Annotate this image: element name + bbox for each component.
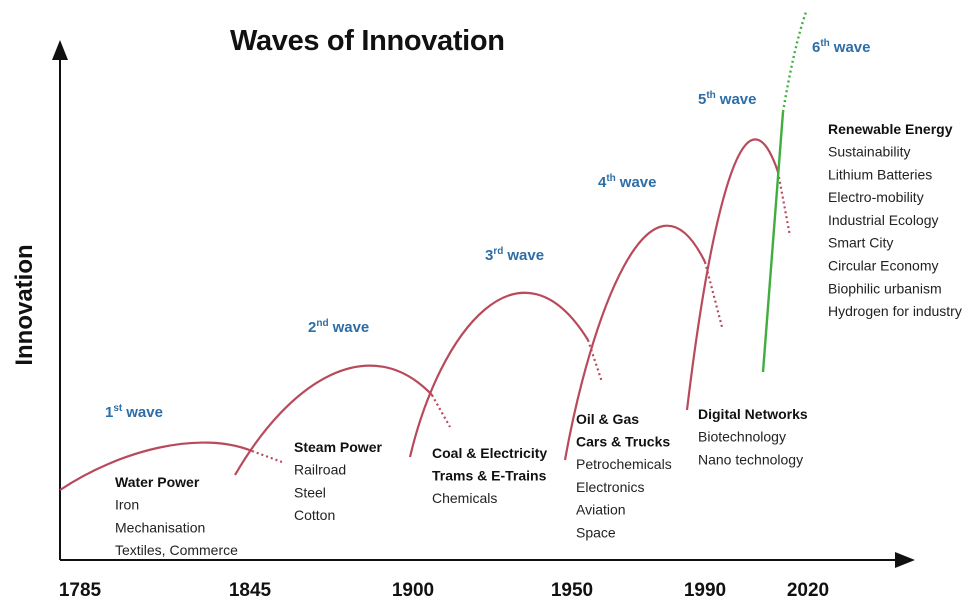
wave-label: 5th wave bbox=[698, 90, 757, 108]
y-axis-label: Innovation bbox=[11, 244, 38, 365]
wave-curve bbox=[563, 224, 706, 461]
wave-number: 2 bbox=[308, 319, 316, 336]
wave-decline bbox=[776, 171, 792, 237]
wave-item: Chemicals bbox=[432, 490, 497, 506]
wave-item: Cotton bbox=[294, 507, 335, 523]
wave-heading: Cars & Trucks bbox=[576, 434, 670, 450]
wave-curve bbox=[685, 138, 780, 411]
wave-ordinal: th bbox=[706, 90, 715, 101]
wave-rise bbox=[781, 11, 808, 113]
wave-heading: Renewable Energy bbox=[828, 121, 953, 137]
wave-item: Biotechnology bbox=[698, 429, 786, 445]
wave-heading: Oil & Gas bbox=[576, 411, 639, 427]
wave-item: Industrial Ecology bbox=[828, 212, 939, 228]
wave-number: 5 bbox=[698, 91, 706, 108]
wave-word: wave bbox=[125, 404, 163, 421]
wave-ordinal: st bbox=[113, 403, 123, 414]
y-arrow bbox=[52, 40, 68, 60]
title: Waves of Innovation bbox=[230, 25, 505, 57]
wave-item: Railroad bbox=[294, 462, 346, 478]
wave-label: 1st wave bbox=[105, 403, 163, 421]
wave-word: wave bbox=[719, 91, 757, 108]
wave-decline bbox=[586, 339, 604, 383]
wave-item: Circular Economy bbox=[828, 258, 938, 274]
wave-heading: Steam Power bbox=[294, 439, 382, 455]
wave-number: 4 bbox=[598, 174, 607, 191]
year-label: 1950 bbox=[551, 580, 593, 600]
wave-item: Smart City bbox=[828, 235, 893, 251]
wave-item: Iron bbox=[115, 497, 139, 513]
wave-number: 6 bbox=[812, 39, 820, 56]
wave-ordinal: rd bbox=[493, 246, 503, 257]
year-label: 1845 bbox=[229, 580, 272, 600]
wave-label: 2nd wave bbox=[308, 318, 369, 336]
wave-item: Sustainability bbox=[828, 144, 911, 160]
wave-number: 3 bbox=[485, 247, 493, 264]
wave-decline bbox=[431, 394, 451, 428]
year-label: 1900 bbox=[392, 580, 434, 600]
wave-item: Nano technology bbox=[698, 451, 803, 467]
wave-heading: Digital Networks bbox=[698, 406, 808, 422]
wave-item: Textiles, Commerce bbox=[115, 542, 238, 558]
wave-ordinal: th bbox=[820, 38, 829, 49]
year-label: 2020 bbox=[787, 580, 829, 600]
wave-curve bbox=[761, 111, 785, 373]
wave-item: Biophilic urbanism bbox=[828, 280, 942, 296]
wave-label: 3rd wave bbox=[485, 246, 544, 264]
year-label: 1785 bbox=[59, 580, 102, 600]
wave-label: 6th wave bbox=[812, 38, 871, 56]
wave-ordinal: nd bbox=[316, 318, 328, 329]
wave-heading: Trams & E-Trains bbox=[432, 468, 547, 484]
wave-item: Aviation bbox=[576, 502, 626, 518]
wave-curve bbox=[408, 291, 589, 458]
wave-item: Space bbox=[576, 524, 616, 540]
wave-heading: Water Power bbox=[115, 474, 200, 490]
wave-word: wave bbox=[833, 39, 871, 56]
wave-word: wave bbox=[619, 174, 657, 191]
wave-number: 1 bbox=[105, 404, 113, 421]
wave-word: wave bbox=[506, 247, 544, 264]
wave-item: Electro-mobility bbox=[828, 189, 924, 205]
wave-word: wave bbox=[332, 319, 370, 336]
x-arrow bbox=[895, 552, 915, 568]
wave-curve bbox=[234, 364, 433, 476]
wave-item: Steel bbox=[294, 484, 326, 500]
wave-heading: Coal & Electricity bbox=[432, 445, 547, 461]
wave-item: Electronics bbox=[576, 479, 644, 495]
wave-ordinal: th bbox=[606, 173, 615, 184]
wave-item: Mechanisation bbox=[115, 519, 205, 535]
wave-item: Petrochemicals bbox=[576, 456, 672, 472]
wave-item: Lithium Batteries bbox=[828, 166, 932, 182]
wave-item: Hydrogen for industry bbox=[828, 303, 962, 319]
wave-label: 4th wave bbox=[598, 173, 657, 191]
wave-decline bbox=[251, 449, 283, 464]
wave-curve bbox=[59, 441, 253, 491]
year-label: 1990 bbox=[684, 580, 726, 600]
